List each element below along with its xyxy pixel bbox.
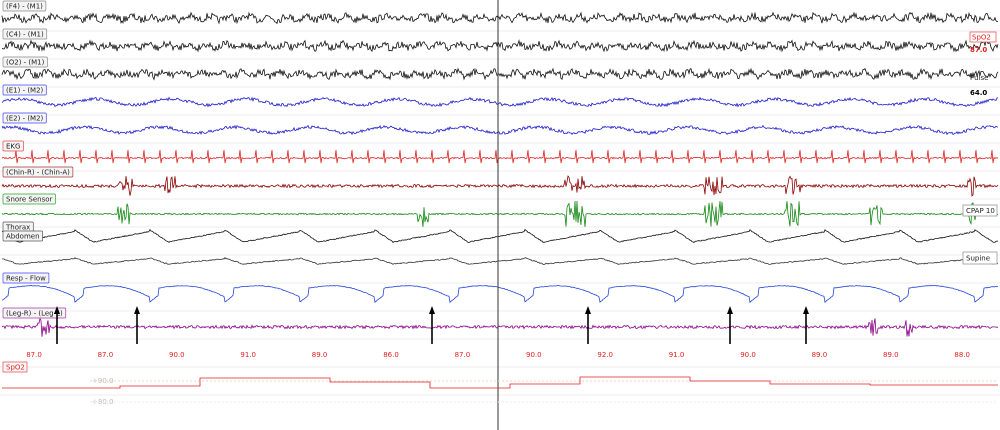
- spo2-reading: 89.0: [812, 351, 828, 359]
- pulse-label: Pulse: [970, 74, 988, 82]
- channel-label: (C4) - (M1): [2, 28, 48, 40]
- cpap-setting: CPAP 10: [966, 207, 995, 215]
- signal-trace: [1, 285, 999, 304]
- spo2-reading: 90.0: [740, 351, 756, 359]
- channel-label-text: Snore Sensor: [6, 196, 53, 204]
- channel-label-box: [2, 112, 47, 124]
- spo2-reading: 91.0: [240, 351, 256, 359]
- spo2-label-box: [2, 361, 28, 373]
- channel-label-text: Resp - Flow: [6, 275, 46, 283]
- event-arrow-head: [727, 306, 733, 314]
- signal-trace: [1, 67, 999, 81]
- spo2-reading: 89.0: [883, 351, 899, 359]
- channel-label-box: [2, 56, 48, 68]
- spo2-reading: 90.0: [169, 351, 185, 359]
- channel-label-text: (O2) - (M1): [6, 59, 45, 67]
- signal-trace: [1, 11, 998, 25]
- channel-label: Abdomen: [2, 230, 43, 242]
- channel-label-text: (Leg-R) - (Leg-L): [6, 310, 63, 318]
- spo2-panel-label: SpO2: [972, 34, 991, 42]
- body-position: Supine: [966, 255, 990, 263]
- channel-label-text: (Chin-R) - (Chin-A): [6, 169, 70, 177]
- channel-label-text: (E1) - (M2): [6, 87, 44, 95]
- signal-trace: [2, 256, 999, 265]
- channel-label-box: [2, 0, 47, 12]
- spo2-reading: 88.0: [954, 351, 970, 359]
- channel-label-text: (F4) - (M1): [6, 3, 43, 11]
- spo2-reading: 86.0: [383, 351, 399, 359]
- channel-label-box: [2, 28, 48, 40]
- channel-label-box: [2, 84, 47, 96]
- spo2-reading: 87.0: [26, 351, 42, 359]
- signal-trace: [1, 149, 999, 164]
- event-arrow-head: [134, 306, 140, 314]
- signal-trace: [1, 317, 998, 337]
- channel-label: Thorax: [2, 221, 34, 233]
- signal-trace: [1, 124, 999, 136]
- spo2-reading: 89.0: [312, 351, 328, 359]
- channel-label-text: Abdomen: [6, 233, 40, 241]
- signal-trace: [1, 175, 999, 197]
- channel-label: (Leg-R) - (Leg-L): [2, 307, 67, 319]
- signal-trace: [1, 200, 999, 227]
- signal-trace: [1, 39, 999, 53]
- spo2-trend-trace: [2, 376, 998, 389]
- channel-label-box: [2, 140, 24, 152]
- channel-label: Snore Sensor: [2, 193, 56, 205]
- position-box: [962, 251, 998, 265]
- spo2-panel-box: [969, 31, 997, 43]
- channel-label-box: [2, 272, 50, 284]
- spo2-reading: 91.0: [669, 351, 685, 359]
- pulse-value: 64.0: [970, 89, 987, 97]
- channel-label: (Chin-R) - (Chin-A): [2, 166, 74, 178]
- channel-label: (E1) - (M2): [2, 84, 47, 96]
- spo2-reading: 90.0: [526, 351, 542, 359]
- event-arrow-head: [54, 306, 60, 314]
- event-arrow-head: [429, 306, 435, 314]
- event-arrow-head: [803, 306, 809, 314]
- spo2-panel-value: 87.0: [970, 46, 987, 54]
- channel-label-text: (C4) - (M1): [6, 31, 44, 39]
- channel-label: (F4) - (M1): [2, 0, 47, 12]
- spo2-reading: 92.0: [597, 351, 613, 359]
- signal-trace: [1, 228, 999, 244]
- channel-label-box: [2, 230, 43, 242]
- spo2-trend-label: SpO2: [6, 364, 25, 372]
- channel-label-box: [2, 307, 67, 319]
- channel-label: Resp - Flow: [2, 272, 50, 284]
- signal-trace: [1, 96, 998, 108]
- spo2-reading: 87.0: [98, 351, 114, 359]
- channel-label-text: (E2) - (M2): [6, 115, 44, 123]
- channel-label-box: [2, 166, 74, 178]
- channel-label-text: EKG: [6, 143, 20, 151]
- channel-label: (O2) - (M1): [2, 56, 48, 68]
- channel-label-text: Thorax: [5, 224, 30, 232]
- channel-label-box: [2, 193, 56, 205]
- channel-label: (E2) - (M2): [2, 112, 47, 124]
- event-arrow-head: [585, 306, 591, 314]
- channel-label: EKG: [2, 140, 24, 152]
- cpap-box: [962, 204, 998, 217]
- spo2-reading: 87.0: [455, 351, 471, 359]
